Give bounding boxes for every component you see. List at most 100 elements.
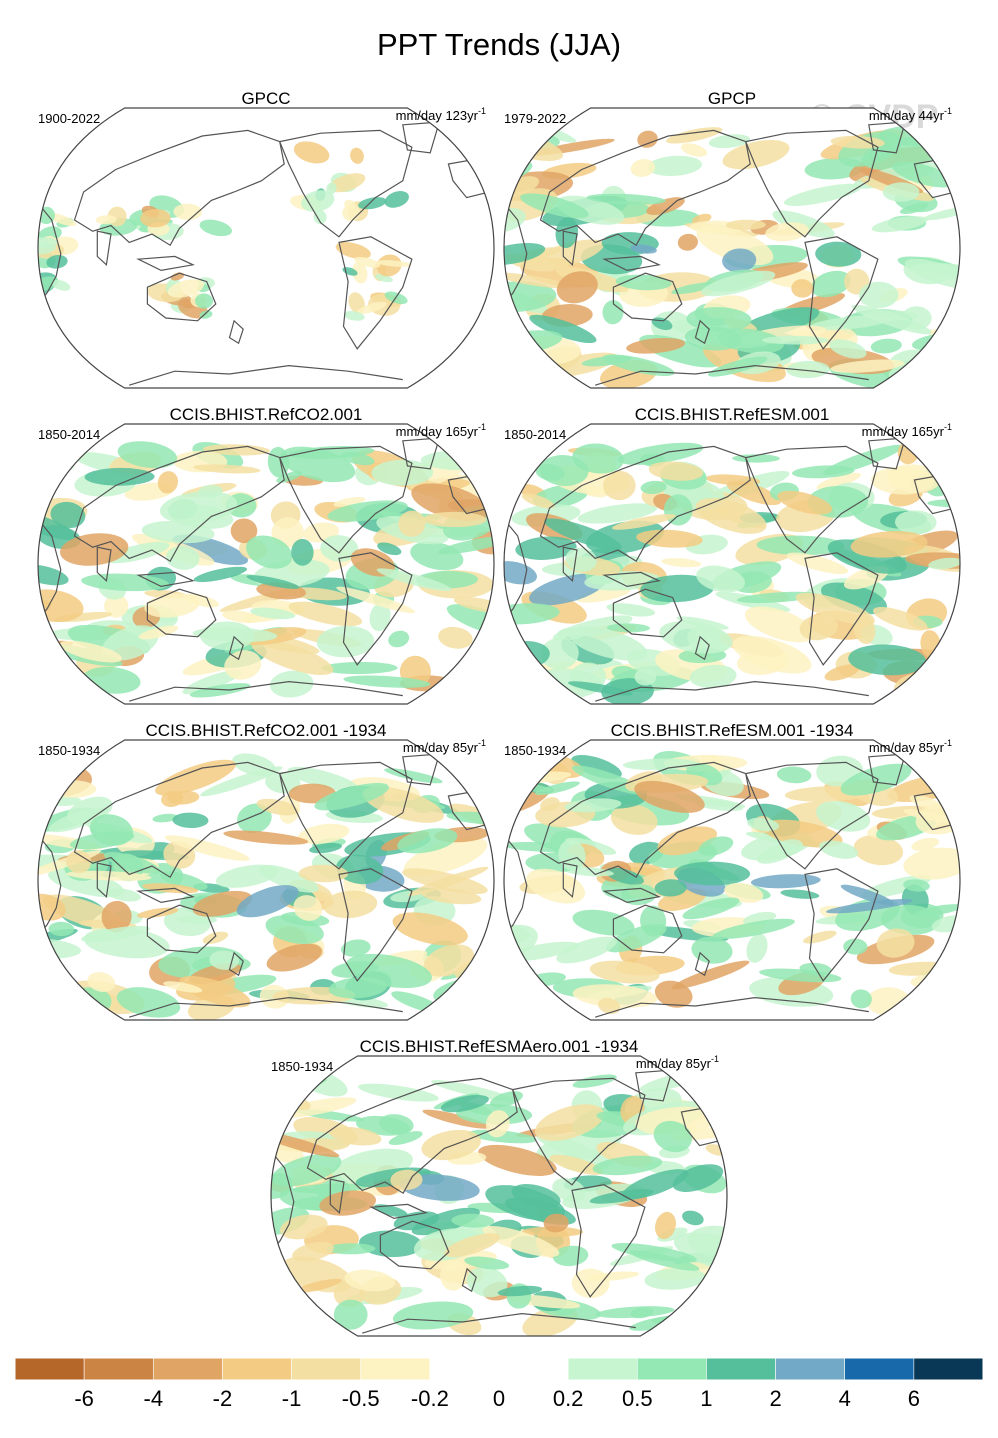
trend-region: [152, 813, 178, 823]
trend-region: [358, 1083, 439, 1102]
trend-region: [655, 1211, 676, 1240]
trend-region: [287, 766, 358, 792]
trend-region: [799, 614, 838, 641]
trend-region: [695, 498, 767, 534]
trend-region: [39, 657, 72, 667]
trend-region: [193, 566, 248, 583]
trend-region: [138, 625, 179, 640]
trend-region: [173, 203, 202, 221]
map-panel: GPCC 1900-2022 mm/day 123yr-1: [37, 89, 495, 389]
coastline-asia: [539, 129, 751, 247]
trend-region: [647, 155, 702, 177]
trend-region: [279, 1214, 328, 1240]
trend-region: [653, 1120, 692, 1153]
colorbar-box: [152, 1357, 223, 1381]
coastline-samerica: [804, 236, 879, 350]
trend-field: [504, 441, 960, 704]
map-panel: CCIS.BHIST.RefCO2.001 -1934 1850-1934 mm/d…: [37, 721, 495, 1021]
trend-region: [903, 879, 930, 892]
trend-region: [564, 798, 622, 813]
trend-region: [116, 987, 181, 1018]
trend-region: [520, 193, 589, 219]
trend-region: [630, 158, 656, 178]
coastline-samerica: [338, 552, 413, 666]
trend-region: [644, 1268, 707, 1290]
trend-region: [376, 568, 452, 592]
panel-title: CCIS.BHIST.RefESM.001: [635, 405, 830, 424]
coastline-namerica: [744, 129, 879, 238]
colorbar-tick-label: -0.2: [411, 1386, 449, 1411]
trend-region: [159, 491, 238, 524]
trend-region: [458, 666, 489, 694]
trend-region: [504, 967, 535, 981]
trend-region: [422, 1109, 490, 1129]
map-panel: CCIS.BHIST.RefCO2.001 1850-2014 mm/day 165…: [37, 405, 495, 705]
colorbar-tick-label: 2: [769, 1386, 781, 1411]
trend-region: [922, 206, 960, 221]
trend-region: [504, 243, 546, 266]
coastline-greenland: [868, 437, 907, 470]
trend-region: [384, 191, 409, 208]
trend-region: [38, 1002, 97, 1015]
panel-period: 1850-1934: [38, 743, 100, 758]
coastline-nz: [694, 319, 710, 345]
map-border: [37, 107, 495, 389]
figure-title: PPT Trends (JJA): [377, 27, 621, 62]
panel-period: 1850-1934: [504, 743, 566, 758]
panel-units-exponent: -1: [944, 738, 952, 748]
trend-region: [172, 812, 209, 829]
trend-region: [497, 1285, 543, 1297]
trend-region: [572, 443, 624, 474]
coastline-africa: [504, 202, 528, 305]
trend-region: [929, 443, 958, 465]
trend-region: [850, 989, 872, 1009]
map-panel: CCIS.BHIST.RefESM.001 1850-2014 mm/day 165…: [503, 405, 961, 705]
panel-title: CCIS.BHIST.RefESM.001 -1934: [611, 721, 854, 740]
trend-region: [581, 355, 632, 367]
colorbar-tick-label: -1: [282, 1386, 302, 1411]
trend-region: [746, 933, 768, 963]
map-border: [37, 739, 495, 1021]
trend-region: [892, 161, 955, 188]
trend-region: [776, 766, 812, 784]
trend-region: [937, 772, 960, 796]
colorbar-tick-label: -2: [213, 1386, 233, 1411]
coastline-nz: [461, 1267, 477, 1293]
colorbar-box: [291, 1357, 362, 1381]
trend-region: [421, 888, 482, 905]
trend-region: [164, 835, 250, 861]
trend-region: [343, 675, 431, 688]
trend-region: [577, 503, 658, 524]
trend-region: [606, 623, 650, 633]
trend-region: [398, 510, 426, 537]
coastline-antarctica: [129, 680, 403, 702]
trend-region: [595, 1306, 675, 1319]
panel-title: GPCP: [708, 89, 756, 108]
trend-region: [348, 292, 365, 314]
trend-region: [895, 510, 937, 535]
colorbar-box: [14, 1357, 85, 1381]
trend-region: [276, 471, 302, 483]
panel-units: mm/day 123yr-1: [396, 106, 486, 123]
coastline-greenland: [868, 121, 907, 154]
trend-region: [50, 501, 86, 529]
trend-region: [786, 360, 830, 379]
trend-region: [333, 1299, 368, 1330]
trend-region: [543, 1213, 569, 1233]
panel-units: mm/day 85yr-1: [636, 1054, 719, 1071]
coastline-nz: [694, 951, 710, 977]
map-border: [503, 423, 961, 705]
trend-region: [732, 635, 812, 674]
trend-region: [931, 915, 960, 933]
trend-region: [571, 1268, 610, 1299]
trend-region: [388, 1131, 423, 1146]
trend-region: [298, 864, 349, 883]
trend-region: [335, 242, 371, 259]
trend-region: [38, 893, 66, 921]
panel-units-exponent: -1: [478, 106, 486, 116]
trend-region: [403, 837, 488, 877]
coastline-samerica: [804, 868, 879, 982]
trend-region: [141, 520, 215, 544]
trend-region: [824, 664, 860, 681]
trend-region: [722, 139, 790, 170]
